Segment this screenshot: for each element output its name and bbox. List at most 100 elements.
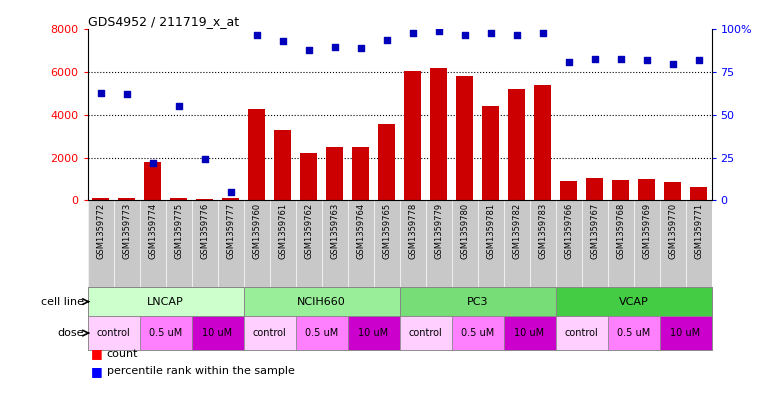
Point [406,30,419,36]
Point [432,28,444,34]
Text: ■: ■ [91,365,103,378]
Text: percentile rank within the sample: percentile rank within the sample [107,366,295,376]
Point [511,31,523,38]
Text: 0.5 uM: 0.5 uM [149,328,182,338]
Text: VCAP: VCAP [619,297,648,307]
Text: GDS4952 / 211719_x_at: GDS4952 / 211719_x_at [88,15,239,28]
Bar [556,316,607,350]
Bar [88,316,139,350]
Bar [222,198,239,200]
Bar [586,178,603,200]
Point [562,59,575,65]
Point [537,30,549,36]
Bar [404,71,421,200]
Text: control: control [409,328,442,338]
Bar [534,85,551,200]
Text: 0.5 uM: 0.5 uM [461,328,494,338]
Point [250,31,263,38]
Bar [560,181,577,200]
Point [302,47,314,53]
Bar [508,89,525,200]
Text: LNCAP: LNCAP [147,297,184,307]
Point [94,90,107,96]
Point [355,45,367,51]
Text: GSM1359780: GSM1359780 [460,203,469,259]
Bar [660,316,712,350]
Point [485,30,497,36]
Text: GSM1359772: GSM1359772 [96,203,105,259]
Bar [430,68,447,200]
Bar [352,147,369,200]
Point [458,31,470,38]
Text: NCIH660: NCIH660 [297,297,346,307]
Bar [92,198,109,200]
Text: 10 uM: 10 uM [670,328,701,338]
Point [693,57,705,63]
Text: GSM1359774: GSM1359774 [148,203,157,259]
Text: GSM1359769: GSM1359769 [642,203,651,259]
Bar [248,108,265,200]
Bar [456,77,473,200]
Point [614,55,626,62]
Text: GSM1359782: GSM1359782 [512,203,521,259]
Bar [690,187,707,200]
Bar [244,287,400,316]
Text: GSM1359766: GSM1359766 [564,203,573,259]
Text: GSM1359783: GSM1359783 [538,203,547,259]
Bar [196,199,213,200]
Point [120,91,132,97]
Bar [378,123,395,200]
Text: 10 uM: 10 uM [514,328,545,338]
Text: 10 uM: 10 uM [202,328,233,338]
Point [276,38,288,44]
Text: GSM1359773: GSM1359773 [122,203,131,259]
Bar [504,316,556,350]
Bar [139,316,192,350]
Text: GSM1359762: GSM1359762 [304,203,313,259]
Bar [400,287,556,316]
Bar [664,182,681,200]
Bar [118,198,135,200]
Bar [244,316,295,350]
Text: GSM1359770: GSM1359770 [668,203,677,259]
Text: ■: ■ [91,347,103,360]
Text: GSM1359764: GSM1359764 [356,203,365,259]
Bar [274,130,291,200]
Text: GSM1359779: GSM1359779 [434,203,443,259]
Bar [170,198,187,200]
Text: 0.5 uM: 0.5 uM [617,328,650,338]
Bar [88,287,244,316]
Text: control: control [253,328,286,338]
Point [641,57,653,63]
Text: PC3: PC3 [466,297,489,307]
Bar [295,316,348,350]
Text: control: control [97,328,130,338]
Text: GSM1359767: GSM1359767 [590,203,599,259]
Text: GSM1359776: GSM1359776 [200,203,209,259]
Bar [400,316,451,350]
Text: GSM1359778: GSM1359778 [408,203,417,259]
Text: GSM1359777: GSM1359777 [226,203,235,259]
Bar [607,316,660,350]
Point [173,103,185,110]
Point [380,37,393,43]
Text: control: control [565,328,598,338]
Bar [556,287,712,316]
Text: GSM1359763: GSM1359763 [330,203,339,259]
Bar [326,147,343,200]
Point [146,160,158,166]
Text: 10 uM: 10 uM [358,328,389,338]
Bar [300,153,317,200]
Text: GSM1359781: GSM1359781 [486,203,495,259]
Point [667,61,679,67]
Text: GSM1359765: GSM1359765 [382,203,391,259]
Text: 0.5 uM: 0.5 uM [305,328,338,338]
Bar [348,316,400,350]
Point [588,55,600,62]
Bar [144,162,161,200]
Bar [482,107,499,200]
Bar [451,316,504,350]
Text: dose: dose [57,328,84,338]
Point [199,156,211,163]
Bar [192,316,244,350]
